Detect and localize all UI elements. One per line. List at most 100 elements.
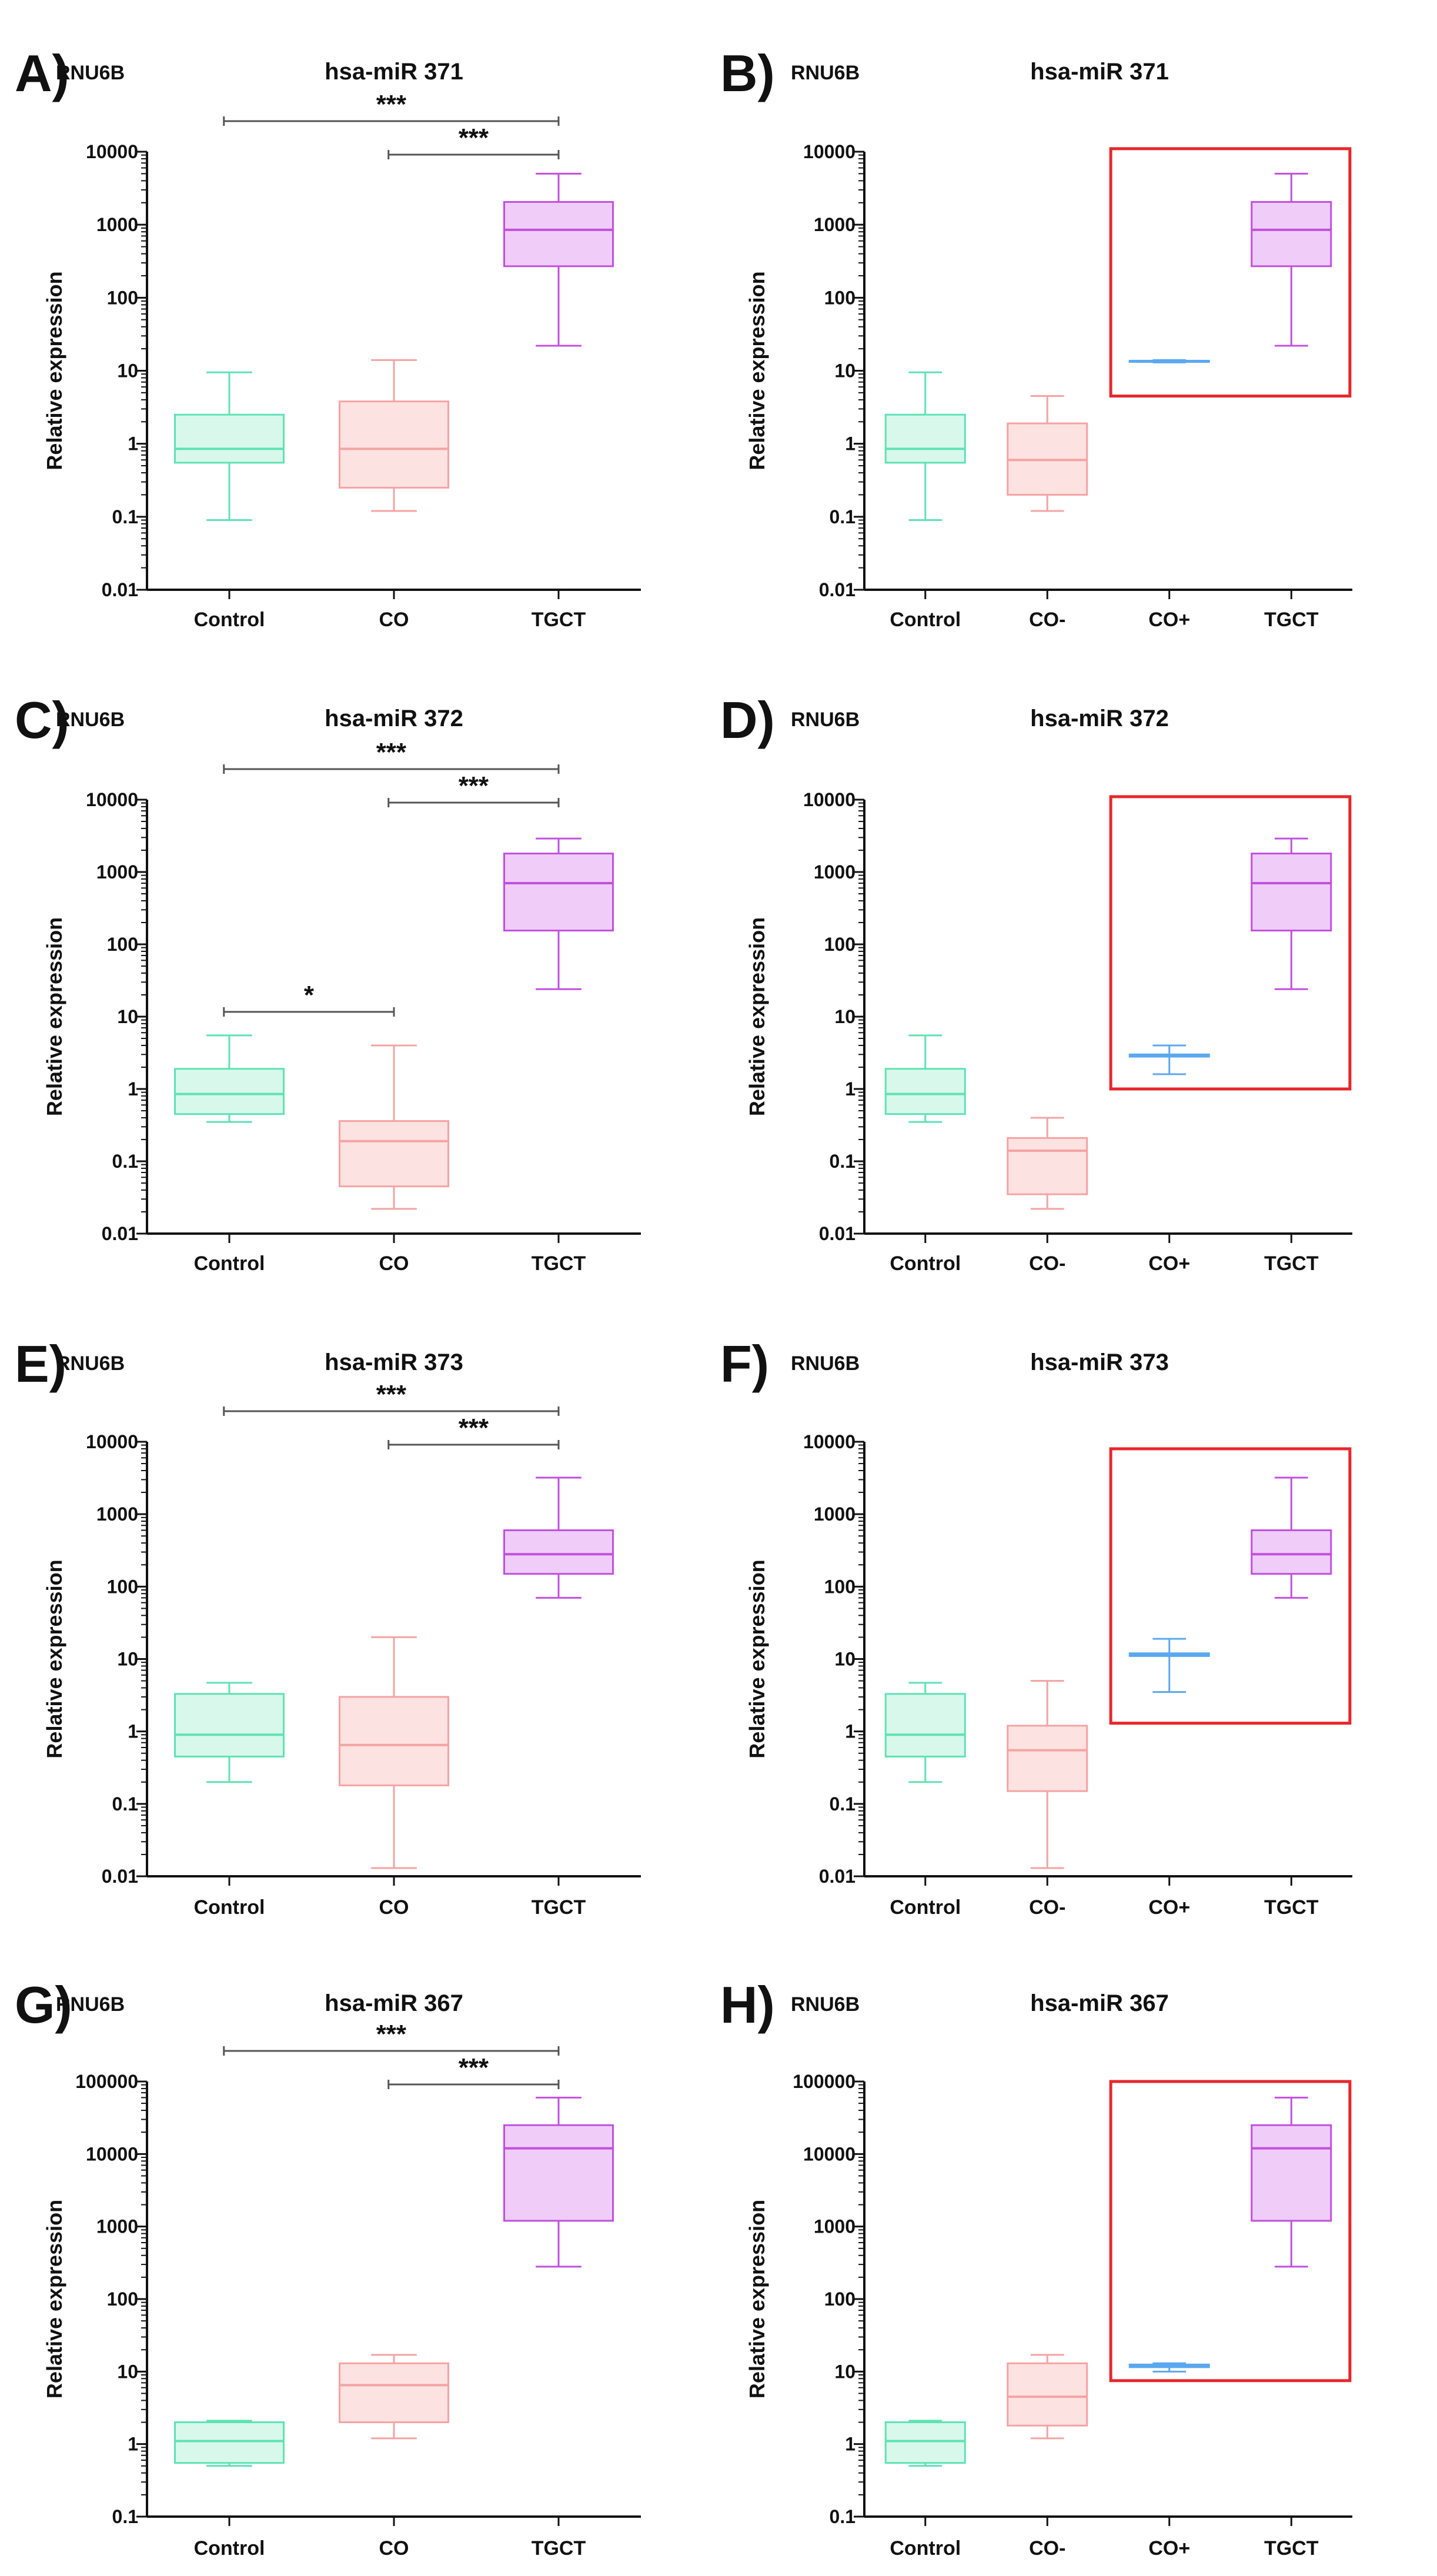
chart-title: hsa-miR 373 — [1030, 1349, 1169, 1375]
significance-bracket: *** — [387, 1414, 560, 1449]
box-tgct — [1251, 1476, 1332, 1599]
x-tick-label: TGCT — [532, 2537, 586, 2560]
y-tick-label: 10000 — [86, 141, 138, 162]
y-tick-label: 0.1 — [830, 506, 855, 527]
x-tick-label: TGCT — [1264, 1896, 1319, 1919]
x-tick-label: TGCT — [1264, 1252, 1319, 1275]
y-tick-label: 10 — [834, 2361, 855, 2382]
box-co — [339, 1636, 449, 1869]
y-tick-label: 1000 — [96, 214, 138, 235]
y-tick-label: 1 — [845, 433, 855, 455]
significance-label: *** — [376, 2020, 407, 2049]
y-tick-label: 100 — [107, 934, 138, 955]
y-tick-label: 0.1 — [112, 1793, 138, 1815]
y-tick-label: 1000 — [96, 861, 138, 883]
y-tick-label: 0.1 — [830, 2506, 855, 2527]
x-tick-label: Control — [194, 1896, 265, 1919]
box-iqr — [503, 1529, 614, 1575]
highlight-box — [1109, 2080, 1352, 2383]
y-tick-label: 10000 — [803, 1431, 855, 1452]
y-tick-label: 1 — [128, 433, 138, 455]
box-iqr — [884, 1693, 966, 1758]
significance-label: * — [304, 981, 315, 1010]
x-tick-label: TGCT — [532, 1252, 586, 1275]
box-co — [1128, 1044, 1210, 1075]
y-tick-label: 0.01 — [819, 579, 855, 600]
y-tick-label: 1 — [128, 1078, 138, 1100]
box-co — [339, 2354, 449, 2440]
y-tick-label: 1000 — [814, 2216, 855, 2237]
y-axis-label: Relative expression — [42, 2200, 66, 2398]
highlight-box — [1109, 147, 1352, 398]
panel-h: H) RNU6B hsa-miR 367 Relative expression 0.1… — [720, 1976, 1352, 2560]
chart-title: hsa-miR 367 — [1030, 1990, 1169, 2016]
y-tick-label: 100 — [824, 2288, 855, 2310]
significance-label: *** — [459, 771, 489, 800]
panel-label: G) — [15, 1976, 72, 2034]
panel-label: C) — [15, 691, 69, 749]
panel-a: A)RNU6B hsa-miR 371 Relative expression 0.0… — [15, 44, 641, 631]
y-tick-label: 1000 — [96, 1503, 138, 1525]
y-tick-label: 0.1 — [112, 2506, 138, 2527]
y-tick-label: 1000 — [814, 1503, 855, 1525]
box-co — [1007, 2354, 1088, 2440]
significance-label: *** — [459, 123, 489, 152]
x-tick-label: CO+ — [1148, 2537, 1190, 2560]
x-tick-label: Control — [890, 1252, 961, 1275]
highlight-box — [1109, 795, 1352, 1091]
significance-bracket: *** — [387, 771, 560, 807]
box-tgct — [503, 2096, 614, 2268]
box-iqr — [1251, 201, 1332, 268]
chart-title: hsa-miR 371 — [325, 59, 463, 85]
box-iqr — [503, 201, 614, 268]
box-control — [884, 2420, 966, 2467]
box-control — [884, 1682, 966, 1783]
significance-bracket: *** — [223, 1380, 560, 1416]
panel-b: B) RNU6B hsa-miR 371 Relative expression 0.0… — [720, 44, 1352, 631]
significance-label: *** — [376, 1380, 407, 1409]
x-tick-label: CO- — [1029, 609, 1065, 631]
panel-f: F) RNU6B hsa-miR 373 Relative expression 0.0… — [720, 1335, 1352, 1919]
y-tick-label: 100 — [107, 2288, 138, 2310]
y-axis-label: Relative expression — [745, 917, 769, 1116]
y-axis-label: Relative expression — [745, 271, 769, 470]
y-tick-label: 1 — [845, 2434, 855, 2455]
box-iqr — [174, 413, 285, 464]
box-control — [884, 371, 966, 522]
significance-label: *** — [376, 738, 407, 767]
x-tick-label: CO+ — [1148, 1252, 1190, 1275]
chart-title: hsa-miR 371 — [1030, 59, 1169, 85]
y-tick-label: 1000 — [96, 2216, 138, 2237]
x-tick-label: Control — [194, 609, 265, 631]
box-iqr — [884, 2421, 966, 2464]
box-tgct — [503, 172, 614, 347]
y-tick-label: 1 — [128, 1721, 138, 1742]
box-co — [1128, 2362, 1210, 2373]
y-tick-label: 1 — [845, 1078, 855, 1100]
box-co — [339, 1044, 449, 1210]
box-iqr — [339, 2362, 449, 2424]
x-tick-label: CO- — [1029, 1896, 1065, 1919]
box-iqr — [1007, 2362, 1088, 2427]
box-control — [174, 1682, 285, 1783]
y-tick-label: 10 — [117, 2361, 138, 2382]
box-co — [1007, 1117, 1088, 1210]
y-tick-label: 10 — [117, 1649, 138, 1670]
x-tick-label: Control — [890, 609, 961, 631]
panel-label: E) — [15, 1335, 66, 1393]
x-tick-label: Control — [890, 1896, 961, 1919]
x-tick-label: CO — [379, 1896, 409, 1919]
reference-gene: RNU6B — [56, 1352, 125, 1375]
y-tick-label: 10 — [117, 1006, 138, 1027]
significance-bracket: *** — [223, 2020, 560, 2056]
y-tick-label: 1000 — [814, 861, 855, 883]
box-iqr — [174, 2421, 285, 2464]
box-co — [1128, 1638, 1210, 1693]
x-tick-label: Control — [194, 2537, 265, 2560]
chart-title: hsa-miR 372 — [325, 706, 463, 731]
box-iqr — [1007, 1137, 1088, 1195]
reference-gene: RNU6B — [791, 1352, 860, 1375]
reference-gene: RNU6B — [56, 1993, 125, 2016]
y-tick-label: 10000 — [803, 789, 855, 810]
x-tick-label: TGCT — [1264, 2537, 1319, 2560]
